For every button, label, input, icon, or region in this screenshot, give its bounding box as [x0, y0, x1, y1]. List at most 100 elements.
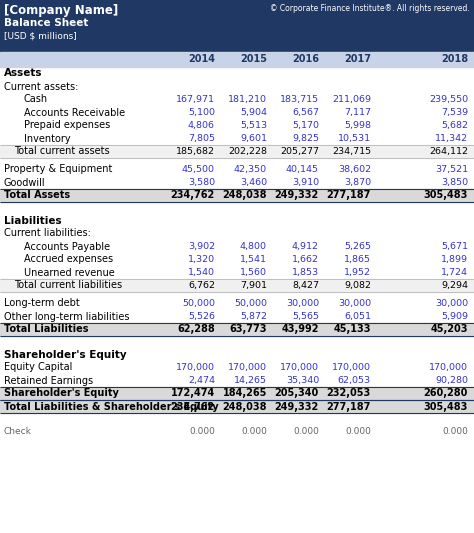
Text: Accounts Payable: Accounts Payable: [24, 241, 110, 252]
Text: 1,540: 1,540: [188, 268, 215, 277]
Text: Retained Earnings: Retained Earnings: [4, 376, 93, 385]
Text: 0.000: 0.000: [345, 427, 371, 436]
Text: 185,682: 185,682: [176, 147, 215, 156]
Text: 9,825: 9,825: [292, 134, 319, 143]
Text: 3,850: 3,850: [441, 178, 468, 187]
Text: 260,280: 260,280: [424, 389, 468, 399]
Text: 232,053: 232,053: [327, 389, 371, 399]
Text: 1,952: 1,952: [344, 268, 371, 277]
Text: 38,602: 38,602: [338, 165, 371, 174]
Text: 1,560: 1,560: [240, 268, 267, 277]
Text: 2017: 2017: [344, 54, 371, 64]
Text: 6,762: 6,762: [188, 281, 215, 290]
Text: 170,000: 170,000: [332, 363, 371, 372]
Text: 7,805: 7,805: [188, 134, 215, 143]
Text: [USD $ millions]: [USD $ millions]: [4, 31, 77, 40]
Text: 42,350: 42,350: [234, 165, 267, 174]
Text: 5,909: 5,909: [441, 312, 468, 321]
Text: 234,762: 234,762: [171, 401, 215, 411]
Text: 5,526: 5,526: [188, 312, 215, 321]
Text: 170,000: 170,000: [280, 363, 319, 372]
Text: 6,051: 6,051: [344, 312, 371, 321]
Text: 40,145: 40,145: [286, 165, 319, 174]
Text: 181,210: 181,210: [228, 95, 267, 104]
Text: 2018: 2018: [441, 54, 468, 64]
Bar: [0, 189, 474, 202]
Text: 7,539: 7,539: [441, 108, 468, 117]
Text: 5,565: 5,565: [292, 312, 319, 321]
Text: Check: Check: [4, 427, 32, 436]
Text: 62,053: 62,053: [338, 376, 371, 385]
Text: Other long-term liabilities: Other long-term liabilities: [4, 311, 129, 321]
Text: Liabilities: Liabilities: [4, 215, 62, 225]
Text: 3,902: 3,902: [188, 242, 215, 251]
Text: Total current assets: Total current assets: [14, 147, 109, 157]
Bar: [0, 145, 474, 158]
Text: 1,320: 1,320: [188, 255, 215, 264]
Text: 30,000: 30,000: [435, 299, 468, 308]
Text: 1,853: 1,853: [292, 268, 319, 277]
Text: 0.000: 0.000: [241, 427, 267, 436]
Text: 205,340: 205,340: [275, 389, 319, 399]
Text: 239,550: 239,550: [429, 95, 468, 104]
Text: 9,294: 9,294: [441, 281, 468, 290]
Text: 8,427: 8,427: [292, 281, 319, 290]
Text: 305,483: 305,483: [424, 190, 468, 200]
Text: 3,910: 3,910: [292, 178, 319, 187]
Text: 5,513: 5,513: [240, 121, 267, 130]
Text: 50,000: 50,000: [182, 299, 215, 308]
Text: Current liabilities:: Current liabilities:: [4, 229, 91, 238]
Text: 50,000: 50,000: [234, 299, 267, 308]
Text: 45,203: 45,203: [430, 325, 468, 335]
Text: [Company Name]: [Company Name]: [4, 4, 118, 17]
Text: 249,332: 249,332: [275, 401, 319, 411]
Text: 184,265: 184,265: [223, 389, 267, 399]
Bar: [0, 400, 474, 413]
Text: 277,187: 277,187: [327, 401, 371, 411]
Text: 62,288: 62,288: [177, 325, 215, 335]
Text: 205,277: 205,277: [280, 147, 319, 156]
Text: 167,971: 167,971: [176, 95, 215, 104]
Text: 30,000: 30,000: [338, 299, 371, 308]
Text: 3,580: 3,580: [188, 178, 215, 187]
Text: 2015: 2015: [240, 54, 267, 64]
Text: 0.000: 0.000: [442, 427, 468, 436]
Bar: [0, 279, 474, 292]
Text: Accrued expenses: Accrued expenses: [24, 254, 113, 264]
Text: 10,531: 10,531: [338, 134, 371, 143]
Text: 172,474: 172,474: [171, 389, 215, 399]
Text: 1,865: 1,865: [344, 255, 371, 264]
Text: Shareholder's Equity: Shareholder's Equity: [4, 389, 119, 399]
Text: 2014: 2014: [188, 54, 215, 64]
Text: 5,872: 5,872: [240, 312, 267, 321]
Text: 183,715: 183,715: [280, 95, 319, 104]
Text: 0.000: 0.000: [293, 427, 319, 436]
Text: 234,762: 234,762: [171, 190, 215, 200]
Text: Inventory: Inventory: [24, 133, 71, 143]
Text: 45,133: 45,133: [334, 325, 371, 335]
Text: 264,112: 264,112: [429, 147, 468, 156]
Text: 3,460: 3,460: [240, 178, 267, 187]
Text: 248,038: 248,038: [222, 190, 267, 200]
Text: 14,265: 14,265: [234, 376, 267, 385]
Text: 5,265: 5,265: [344, 242, 371, 251]
Text: 5,100: 5,100: [188, 108, 215, 117]
Text: 5,170: 5,170: [292, 121, 319, 130]
Text: 11,342: 11,342: [435, 134, 468, 143]
Text: 170,000: 170,000: [429, 363, 468, 372]
Text: 0.000: 0.000: [189, 427, 215, 436]
Bar: [0, 323, 474, 336]
Text: 249,332: 249,332: [275, 190, 319, 200]
Text: 6,567: 6,567: [292, 108, 319, 117]
Text: 2,474: 2,474: [188, 376, 215, 385]
Text: 30,000: 30,000: [286, 299, 319, 308]
Text: Equity Capital: Equity Capital: [4, 362, 73, 373]
Text: 234,715: 234,715: [332, 147, 371, 156]
Text: Unearned revenue: Unearned revenue: [24, 268, 115, 278]
Text: 5,682: 5,682: [441, 121, 468, 130]
Text: 4,800: 4,800: [240, 242, 267, 251]
Bar: [0, 52, 474, 67]
Text: 1,724: 1,724: [441, 268, 468, 277]
Text: 3,870: 3,870: [344, 178, 371, 187]
Text: Total Liabilities: Total Liabilities: [4, 325, 89, 335]
